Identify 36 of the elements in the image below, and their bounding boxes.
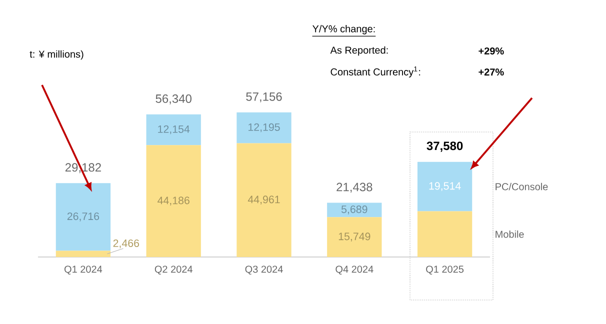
data-label: 12,195 (248, 123, 280, 132)
x-tick-label: Q4 2024 (336, 266, 374, 275)
x-tick-label: Q1 2024 (64, 266, 102, 275)
bar (327, 217, 382, 257)
text: PC/Console (496, 182, 548, 190)
total-label: 37,580 (426, 142, 463, 152)
total-label: 56,340 (156, 94, 192, 104)
text: Constant Currency$^{1}$: (330, 66, 420, 78)
data-label: 26,716 (67, 212, 100, 222)
total-label: 21,438 (336, 182, 372, 193)
bar (56, 250, 111, 257)
x-tick-label: Q2 2024 (154, 266, 192, 275)
bar (146, 114, 201, 146)
text: As Reported: (330, 46, 388, 56)
bar (417, 162, 472, 212)
x-tick-label: Q3 2024 (245, 266, 283, 275)
text: +27% (478, 68, 504, 76)
bar (417, 211, 472, 257)
text: Mobile (496, 230, 524, 238)
data-label: 44,961 (248, 196, 280, 204)
bar (146, 145, 201, 257)
total-label: 57,156 (246, 92, 282, 102)
bar (236, 143, 292, 257)
bar (327, 202, 382, 218)
bar (56, 183, 111, 251)
text: +29% (478, 47, 504, 55)
data-label: 2,466 (113, 239, 140, 248)
data-label: 5,689 (341, 206, 368, 214)
bar (236, 112, 292, 144)
data-label: 15,749 (338, 232, 370, 242)
data-label: 12,154 (158, 125, 190, 134)
text: t: ¥ millions) (30, 50, 84, 60)
x-tick-label: Q1 2025 (426, 266, 464, 275)
data-label: 44,186 (158, 196, 190, 206)
data-label: 19,514 (429, 182, 461, 191)
text: Y/Y% change: (312, 25, 375, 34)
